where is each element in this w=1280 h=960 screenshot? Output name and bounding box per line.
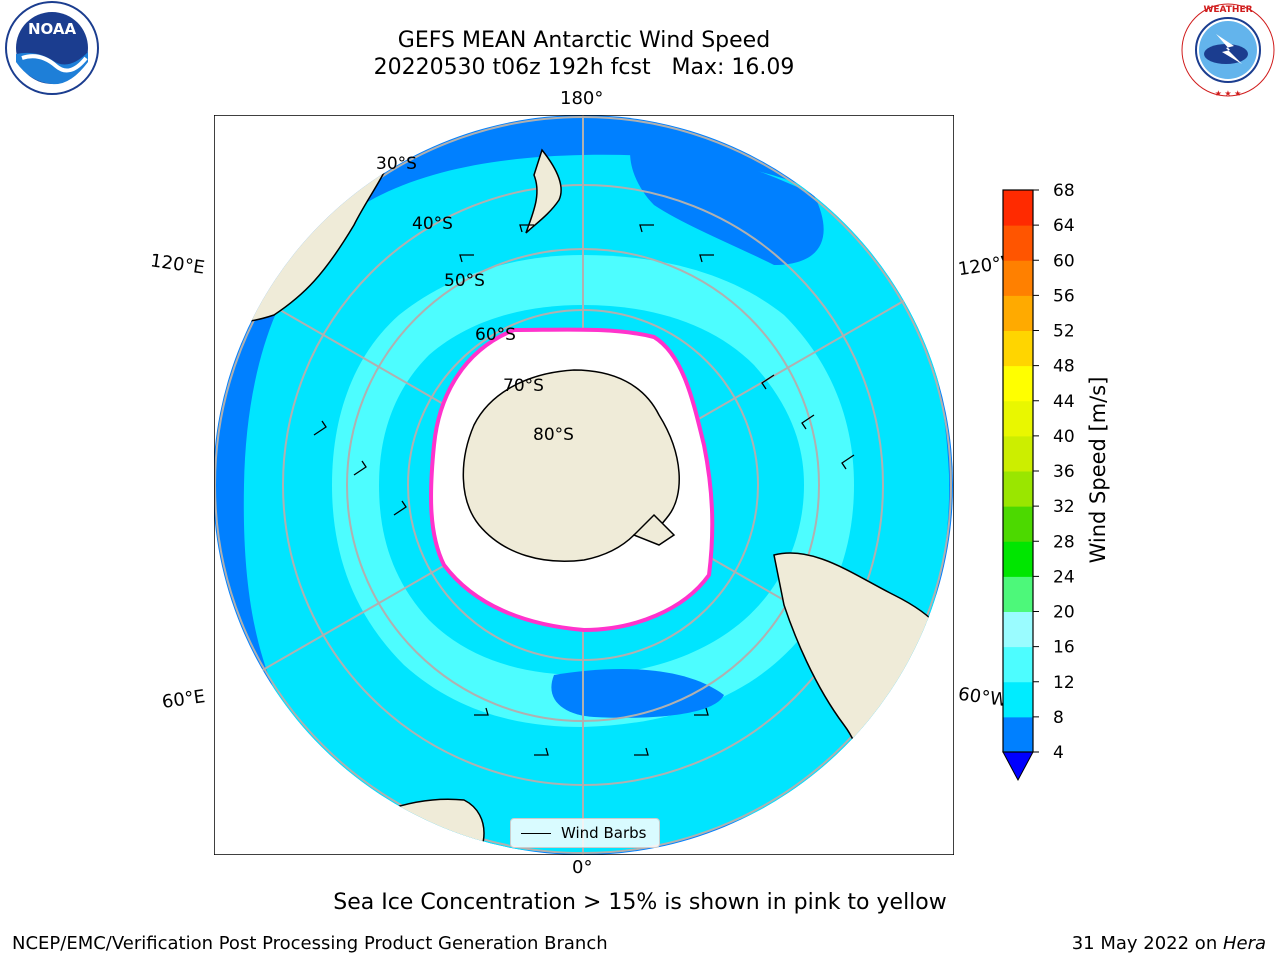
colorbar-segment	[1003, 716, 1033, 753]
lat-label-70s: 70°S	[503, 376, 544, 396]
lat-label-50s: 50°S	[444, 271, 485, 291]
colorbar-tick-label: 44	[1053, 392, 1075, 412]
colorbar-segment	[1003, 541, 1033, 577]
nws-logo: WEATHER ★ ★ ★	[1181, 3, 1275, 98]
colorbar-segment	[1003, 190, 1033, 226]
colorbar-tick-label: 12	[1053, 673, 1075, 693]
polar-map: 30°S 40°S 50°S 60°S 70°S 80°S	[214, 115, 954, 855]
lat-label-60s: 60°S	[475, 325, 516, 345]
svg-text:WEATHER: WEATHER	[1203, 5, 1252, 15]
colorbar-segment	[1003, 400, 1033, 437]
colorbar-tick-label: 8	[1053, 708, 1064, 728]
lon-label-60e: 60°E	[160, 686, 207, 713]
noaa-logo-text: NOAA	[28, 20, 77, 38]
footer-credit: NCEP/EMC/Verification Post Processing Pr…	[12, 933, 608, 954]
colorbar-tick-label: 4	[1053, 743, 1064, 763]
wind-barbs	[313, 224, 855, 756]
legend-label: Wind Barbs	[561, 824, 647, 842]
colorbar-tick-label: 40	[1053, 427, 1075, 447]
new-zealand	[525, 148, 562, 234]
colorbar-segment	[1003, 365, 1033, 402]
colorbar-segment	[1003, 435, 1033, 472]
colorbar-segment	[1003, 611, 1033, 648]
colorbar-segment	[1003, 471, 1033, 507]
colorbar-tick-label: 64	[1053, 216, 1075, 236]
chart-title-line1: GEFS MEAN Antarctic Wind Speed	[397, 28, 771, 53]
antarctica	[462, 369, 680, 562]
lon-label-120e: 120°E	[148, 250, 206, 279]
colorbar-tick-label: 16	[1053, 638, 1075, 658]
noaa-logo: NOAA	[5, 1, 99, 95]
colorbar-segment	[1003, 330, 1033, 367]
colorbar-segment	[1003, 260, 1033, 296]
footer-date: 31 May 2022 on Hera	[1072, 933, 1266, 954]
colorbar-tick-label: 60	[1053, 251, 1075, 271]
colorbar-tick-label: 28	[1053, 532, 1075, 552]
colorbar-tick-label: 48	[1053, 357, 1075, 377]
colorbar-tick-label: 36	[1053, 462, 1075, 482]
colorbar-tick-label: 52	[1053, 322, 1075, 342]
colorbar-segment	[1003, 681, 1033, 718]
lat-label-30s: 30°S	[376, 154, 417, 174]
colorbar-segment	[1003, 576, 1033, 612]
lat-label-80s: 80°S	[533, 425, 574, 445]
colorbar-segment	[1003, 225, 1033, 261]
lat-label-40s: 40°S	[412, 214, 453, 234]
svg-text:★ ★ ★: ★ ★ ★	[1215, 89, 1242, 98]
colorbar-tick-label: 68	[1053, 181, 1075, 201]
sea-ice-note: Sea Ice Concentration > 15% is shown in …	[333, 890, 947, 915]
colorbar-tick-label: 32	[1053, 497, 1075, 517]
colorbar-tick-label: 56	[1053, 286, 1075, 306]
colorbar-tick-label: 20	[1053, 603, 1075, 623]
footer-date-text: 31 May 2022 on	[1071, 933, 1223, 954]
chart-title-line2: 20220530 t06z 192h fcst Max: 16.09	[373, 55, 795, 80]
wind-barb-legend-swatch	[521, 832, 551, 834]
colorbar-label: Wind Speed [m/s]	[1086, 376, 1110, 564]
colorbar-extend-triangle	[1002, 751, 1034, 782]
colorbar-segment	[1003, 646, 1033, 683]
map-legend: Wind Barbs	[510, 818, 660, 848]
colorbar-tick-label: 24	[1053, 567, 1075, 587]
colorbar-segment	[1003, 506, 1033, 542]
lon-label-0: 0°	[572, 857, 593, 878]
footer-host: Hera	[1222, 933, 1266, 954]
lon-label-180: 180°	[560, 88, 604, 109]
colorbar-segment	[1003, 295, 1033, 331]
